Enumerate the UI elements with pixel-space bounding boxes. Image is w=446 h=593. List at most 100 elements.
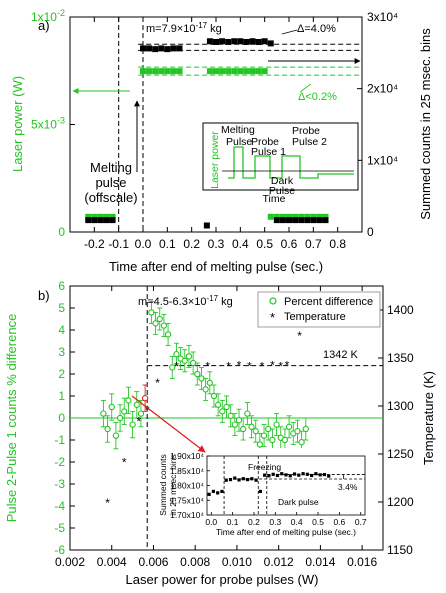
x-tick-label-a: -0.1 [108,237,129,251]
delta-counts-pointer [281,29,298,35]
counts-point [310,217,317,224]
y-right-title-a: Summed counts in 25 msec. bins [418,28,433,220]
counts-point [279,217,286,224]
power-point [249,68,256,75]
x-tick-label-b: 0.014 [305,555,335,569]
counts-point [206,38,213,45]
inset-label-pulse1: Pulse 1 [251,146,286,158]
inset-counts-point [318,473,322,477]
inset-ylabel: Laser power [209,131,221,189]
y-right-tick-label-a: 2x10⁴ [367,82,398,96]
power-point [109,213,116,220]
power-point [152,68,159,75]
inset-xlabel: Time after end of melting pulse (sec.) [216,527,356,537]
x-tick-label-a: 0.6 [281,237,298,251]
temperature-point: * [297,329,302,343]
inset-counts-point [250,477,254,481]
power-point [261,68,268,75]
temperature-point: * [145,403,150,417]
temperature-point: * [278,360,283,374]
x-tick-label-a: -0.2 [84,237,105,251]
power-point [279,213,286,220]
inset-counts-point [288,474,292,478]
panel-label-b: b) [38,288,50,303]
legend-label-percent: Percent difference [284,296,373,308]
temperature-point: * [122,456,127,470]
percent-diff-point [152,320,159,327]
y-left-tick-label-b: 2 [58,367,65,381]
inset-x-tick-label: 0.4 [291,517,303,527]
y-left-tick-label-b: 0 [58,411,65,425]
mass-annotation-a: m=7.9×10-17 kg [146,21,222,35]
y-left-tick-label-b: 5 [58,301,65,315]
y-left-tick-label-b: -3 [54,477,65,491]
counts-point [176,45,183,52]
melting-label-2: pulse [95,175,126,190]
y-right-tick-label-b: 1400 [387,303,414,317]
counts-point [97,217,104,224]
power-point [91,213,98,220]
temperature-point: * [260,360,265,374]
x-tick-label-b: 0.002 [55,555,85,569]
inset-y-tick-label: 1.90x10⁴ [170,451,204,461]
counts-point [316,217,323,224]
power-point [225,68,232,75]
percent-diff-point [169,364,176,371]
percent-diff-point [104,425,111,433]
inset-counts-point [216,491,220,495]
x-tick-label-b: 0.010 [222,555,252,569]
percent-diff-point [125,397,132,404]
inset-label-dark: Dark [271,175,294,187]
counts-point [255,38,262,45]
percent-diff-point [240,425,247,433]
inset-counts-point [327,474,331,478]
y-left-title-b: Pulse 2-Pulse 1 counts % difference [4,314,19,523]
counts-point [219,38,226,45]
inset-counts-point [284,473,288,477]
inset-ylabel-1: Summed counts [158,454,168,515]
inset-dark-label: Dark pulse [278,497,319,507]
percent-diff-point [206,379,213,386]
inset-x-tick-label: 0.1 [227,517,239,527]
percent-diff-point [227,412,234,419]
power-point [219,68,226,75]
counts-point [304,217,311,224]
power-point [146,68,153,75]
y-left-tick-label-b: -4 [54,499,65,513]
percent-diff-point [223,403,230,411]
percent-diff-point [133,401,140,408]
power-point [267,213,274,220]
x-tick-label-b: 0.004 [97,555,127,569]
power-point [273,213,280,220]
percent-diff-point [181,357,188,364]
legend-marker-percent [269,297,277,305]
counts-point [140,45,146,52]
inset-counts-point [263,473,267,477]
percent-diff-point [215,401,222,408]
inset-x-tick-label: 0.6 [333,517,345,527]
y-right-tick-label-a: 0 [367,225,374,239]
x-tick-label-b: 0.006 [138,555,168,569]
percent-diff-point [244,410,251,417]
percent-diff-point [202,386,209,393]
inset-counts-point [301,472,305,476]
x-tick-label-b: 0.008 [180,555,210,569]
counts-point [85,217,92,224]
percent-diff-point [160,322,168,329]
power-point [103,213,110,220]
inset-counts-point [211,489,216,493]
power-point [322,213,329,220]
percent-diff-point [231,421,238,428]
inset-counts-point [292,472,297,476]
temperature-point: * [226,360,231,374]
percent-diff-point [219,408,226,415]
percent-diff-point [256,441,264,448]
power-point [97,213,104,220]
power-point [237,68,244,75]
power-point [176,68,183,75]
counts-point [249,38,256,45]
inset-label-probe1: Probe [251,136,279,148]
percent-diff-point [273,421,280,428]
inset-counts-point [275,473,280,478]
y-right-tick-label-a: 1x10⁴ [367,153,398,167]
